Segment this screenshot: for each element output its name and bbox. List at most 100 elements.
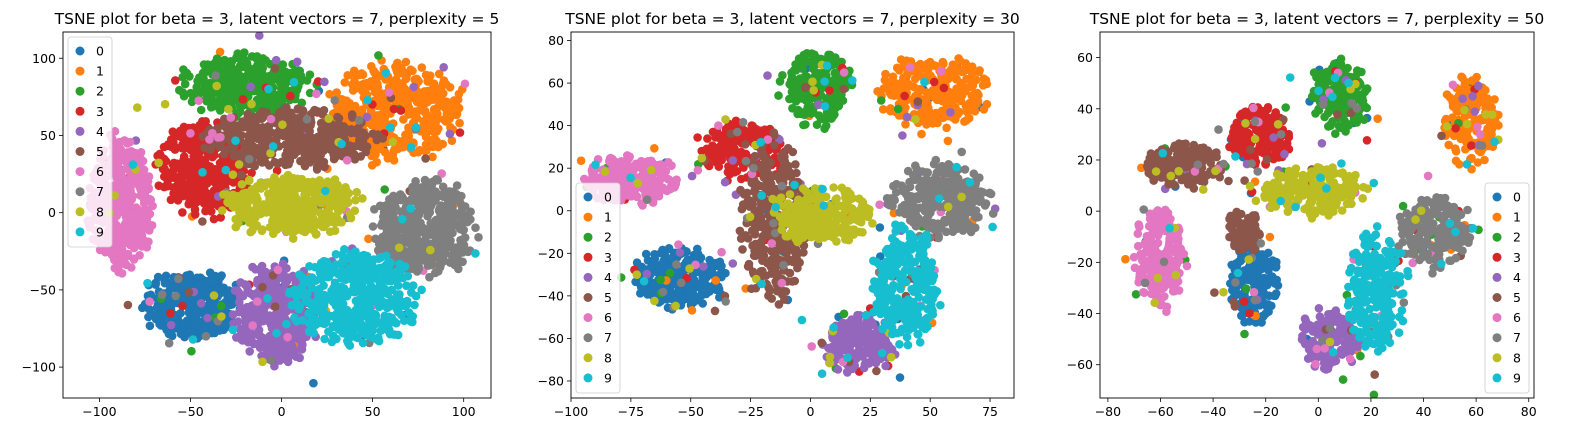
data-point-1 — [455, 119, 464, 128]
data-point-6 — [312, 90, 321, 99]
data-point-1 — [942, 124, 951, 133]
data-point-8 — [307, 220, 316, 229]
data-point-9 — [380, 286, 389, 295]
data-point-0 — [206, 268, 215, 277]
data-point-1 — [378, 120, 387, 129]
data-point-1 — [394, 145, 403, 154]
data-point-8 — [294, 198, 303, 207]
data-point-1 — [410, 75, 419, 84]
data-point-0 — [155, 320, 164, 329]
data-point-7 — [412, 232, 421, 241]
data-point-1 — [368, 161, 377, 170]
data-point-5 — [248, 117, 257, 126]
y-tick-label: −50 — [30, 282, 56, 297]
data-point-8 — [238, 180, 247, 189]
data-point-5 — [304, 133, 313, 142]
data-point-8 — [161, 100, 170, 109]
data-point-4 — [446, 130, 455, 139]
data-point-2 — [774, 91, 783, 100]
data-point-3 — [201, 157, 210, 166]
data-point-8 — [330, 199, 339, 208]
data-point-3 — [167, 143, 176, 152]
data-point-8 — [224, 105, 233, 114]
data-point-8 — [247, 100, 256, 109]
legend-marker — [76, 207, 85, 216]
data-point-8 — [318, 222, 327, 231]
data-point-6 — [118, 269, 127, 278]
data-point-4 — [229, 310, 238, 319]
data-point-8 — [133, 103, 142, 112]
data-point-9 — [394, 308, 403, 317]
data-point-2 — [788, 88, 797, 97]
data-point-5 — [319, 128, 328, 137]
data-point-2 — [656, 276, 665, 285]
subplot-2: TSNE plot for beta = 3, latent vectors =… — [538, 10, 1028, 419]
data-point-6 — [122, 261, 131, 270]
data-point-8 — [286, 175, 295, 184]
data-point-8 — [254, 201, 263, 210]
data-point-1 — [939, 58, 948, 67]
data-point-9 — [370, 271, 379, 280]
data-point-8 — [248, 226, 257, 235]
data-point-1 — [409, 110, 418, 119]
data-point-4 — [197, 299, 206, 308]
data-point-9 — [399, 274, 408, 283]
data-point-2 — [274, 91, 283, 100]
data-point-0 — [674, 287, 683, 296]
data-point-8 — [299, 206, 308, 215]
data-point-5 — [374, 130, 383, 139]
data-point-1 — [401, 136, 410, 145]
data-point-9 — [343, 337, 352, 346]
data-point-2 — [666, 269, 675, 278]
data-point-9 — [348, 320, 357, 329]
data-point-7 — [439, 183, 448, 192]
data-point-6 — [123, 148, 132, 157]
data-point-1 — [384, 154, 393, 163]
data-point-8 — [324, 114, 333, 123]
data-point-7 — [211, 71, 220, 80]
data-point-8 — [274, 215, 283, 224]
data-point-1 — [445, 107, 454, 116]
data-point-1 — [933, 96, 942, 105]
data-point-0 — [190, 320, 199, 329]
data-point-0 — [704, 283, 713, 292]
data-point-9 — [358, 322, 367, 331]
data-point-2 — [208, 97, 217, 106]
data-point-8 — [210, 291, 219, 300]
data-point-5 — [421, 154, 430, 163]
data-point-1 — [879, 105, 888, 114]
data-point-1 — [961, 87, 970, 96]
data-point-4 — [409, 83, 418, 92]
data-point-7 — [457, 237, 466, 246]
data-point-1 — [922, 61, 931, 70]
data-point-9 — [332, 250, 341, 259]
data-point-9 — [189, 335, 198, 344]
data-point-7 — [384, 231, 393, 240]
data-point-4 — [261, 272, 270, 281]
data-point-9 — [332, 297, 341, 306]
data-point-8 — [235, 160, 244, 169]
data-point-6 — [114, 173, 123, 182]
data-point-5 — [237, 171, 246, 180]
data-point-0 — [876, 223, 885, 232]
data-point-9 — [198, 168, 207, 177]
data-point-7 — [448, 203, 457, 212]
data-point-0 — [721, 269, 730, 278]
data-point-1 — [711, 276, 720, 285]
data-point-5 — [200, 143, 209, 152]
data-point-7 — [435, 252, 444, 261]
data-point-5 — [124, 301, 133, 310]
data-point-9 — [326, 265, 335, 274]
data-point-5 — [294, 105, 303, 114]
y-tick-label: −100 — [22, 360, 56, 375]
data-point-9 — [347, 250, 356, 259]
data-point-6 — [130, 255, 139, 264]
data-point-2 — [178, 73, 187, 82]
data-point-1 — [971, 107, 980, 116]
data-point-6 — [116, 138, 125, 147]
data-point-9 — [143, 279, 152, 288]
data-point-6 — [126, 138, 135, 147]
data-point-9 — [407, 311, 416, 320]
data-point-5 — [271, 129, 280, 138]
data-point-1 — [432, 137, 441, 146]
